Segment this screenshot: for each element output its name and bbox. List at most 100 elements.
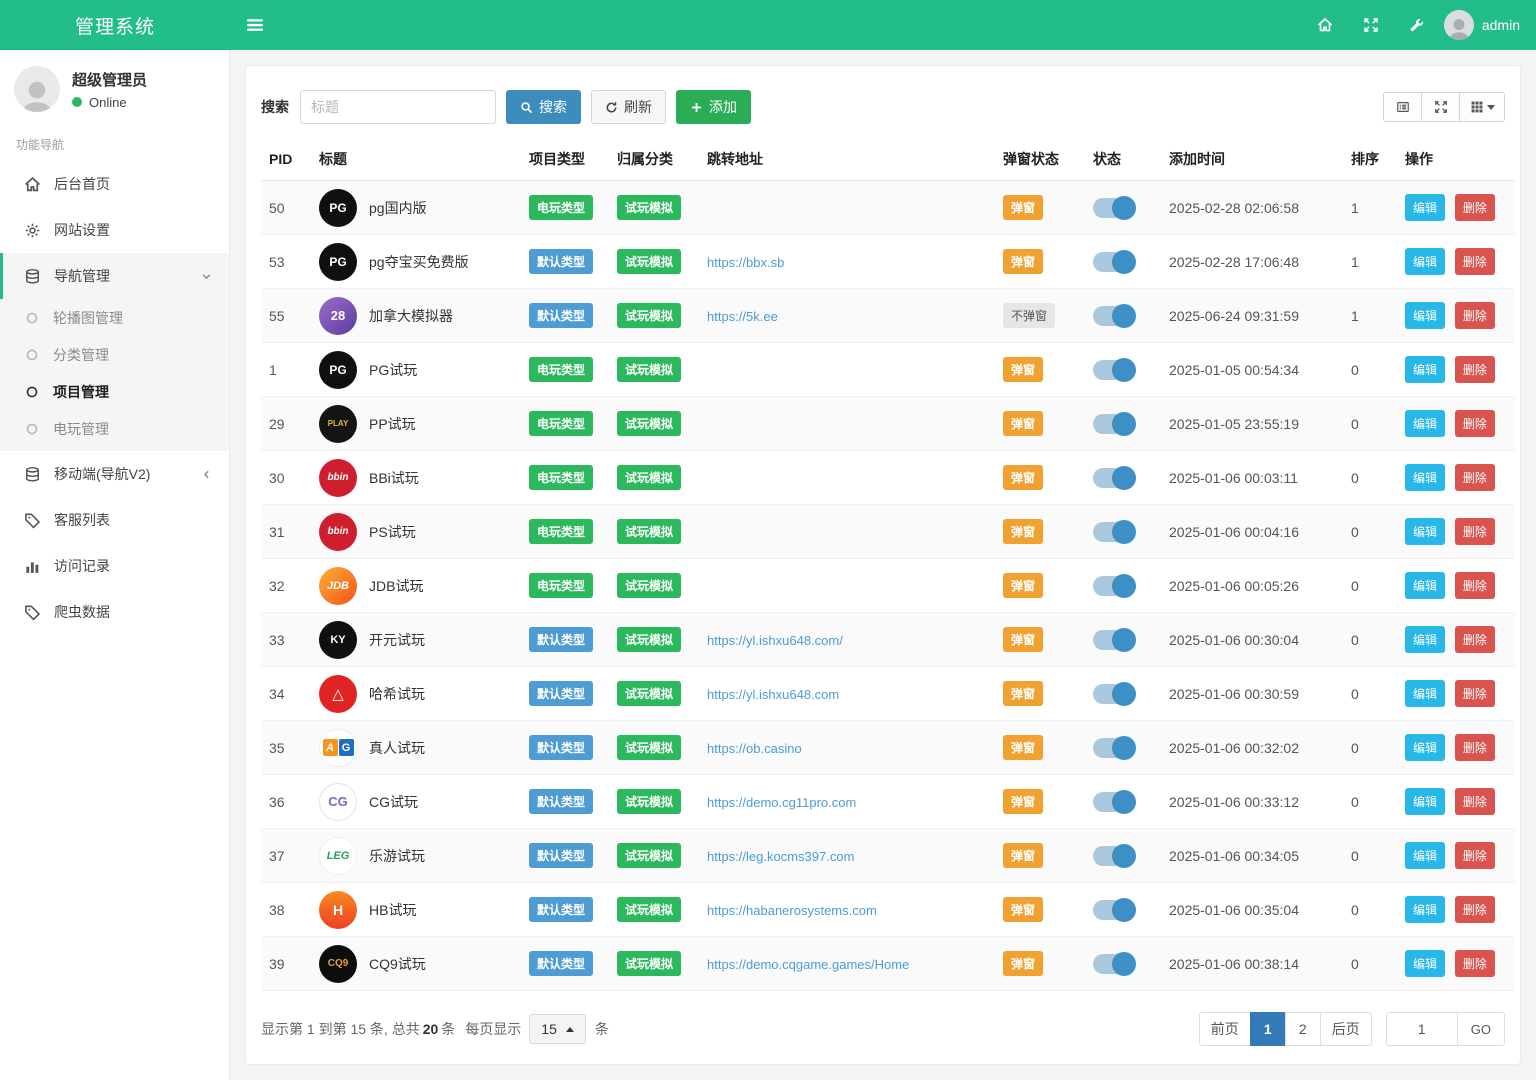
search-input[interactable]: [300, 90, 496, 124]
status-toggle[interactable]: [1093, 519, 1136, 544]
home-button[interactable]: [1302, 0, 1348, 50]
edit-button[interactable]: 编辑: [1405, 248, 1446, 275]
project-title: 哈希试玩: [369, 685, 425, 702]
status-toggle[interactable]: [1093, 465, 1136, 490]
page-number-button[interactable]: 1: [1249, 1012, 1286, 1046]
sidebar-item[interactable]: 客服列表: [0, 497, 229, 543]
created-time: 2025-01-05 23:55:19: [1161, 396, 1343, 451]
created-time: 2025-01-06 00:32:02: [1161, 720, 1343, 775]
search-button[interactable]: 搜索: [506, 90, 581, 124]
edit-button[interactable]: 编辑: [1405, 842, 1446, 869]
user-menu[interactable]: admin: [1443, 10, 1520, 40]
column-header: 跳转地址: [699, 140, 995, 181]
status-toggle[interactable]: [1093, 303, 1136, 328]
delete-button[interactable]: 删除: [1454, 788, 1495, 815]
sidebar-subitem[interactable]: 轮播图管理: [0, 299, 229, 336]
delete-button[interactable]: 删除: [1454, 248, 1495, 275]
sidebar-subitem[interactable]: 项目管理: [0, 373, 229, 410]
app-brand[interactable]: 管理系统: [74, 16, 155, 38]
jump-url-link[interactable]: https://habanerosystems.com: [707, 902, 877, 918]
delete-button[interactable]: 删除: [1454, 842, 1495, 869]
delete-button[interactable]: 删除: [1454, 518, 1495, 545]
jump-url-link[interactable]: https://demo.cg11pro.com: [707, 794, 857, 810]
jump-url-link[interactable]: https://yl.ishxu648.com: [707, 686, 840, 702]
edit-button[interactable]: 编辑: [1405, 788, 1446, 815]
category-badge: 试玩模拟: [617, 195, 682, 220]
status-toggle[interactable]: [1093, 897, 1136, 922]
status-toggle[interactable]: [1093, 249, 1136, 274]
expand-icon: [1434, 100, 1448, 114]
page-jump-input[interactable]: [1385, 1012, 1458, 1046]
delete-button[interactable]: 删除: [1454, 626, 1495, 653]
edit-button[interactable]: 编辑: [1405, 518, 1446, 545]
profile-status: Online: [72, 95, 147, 110]
sidebar-item[interactable]: 移动端(导航V2): [0, 451, 229, 497]
status-toggle[interactable]: [1093, 681, 1136, 706]
jump-url-link[interactable]: https://5k.ee: [707, 308, 778, 324]
status-toggle[interactable]: [1093, 789, 1136, 814]
edit-button[interactable]: 编辑: [1405, 626, 1446, 653]
tools-button[interactable]: [1394, 0, 1440, 50]
go-button[interactable]: GO: [1457, 1012, 1505, 1046]
edit-button[interactable]: 编辑: [1405, 356, 1446, 383]
sidebar-item[interactable]: 爬虫数据: [0, 589, 229, 635]
delete-button[interactable]: 删除: [1454, 410, 1495, 437]
page-number-button[interactable]: 2: [1284, 1012, 1321, 1046]
sidebar-item[interactable]: 网站设置: [0, 207, 229, 253]
jump-url-link[interactable]: https://leg.kocms397.com: [707, 848, 855, 864]
edit-button[interactable]: 编辑: [1405, 572, 1446, 599]
status-toggle[interactable]: [1093, 357, 1136, 382]
sort-value: 1: [1343, 180, 1397, 235]
toggle-knob: [1112, 519, 1136, 544]
status-toggle[interactable]: [1093, 195, 1136, 220]
jump-url-link[interactable]: https://bbx.sb: [707, 254, 785, 270]
delete-button[interactable]: 删除: [1454, 194, 1495, 221]
status-toggle[interactable]: [1093, 951, 1136, 976]
header-actions: admin: [1302, 0, 1536, 50]
jump-url-link[interactable]: https://yl.ishxu648.com/: [707, 632, 843, 648]
delete-button[interactable]: 删除: [1454, 572, 1495, 599]
status-toggle[interactable]: [1093, 627, 1136, 652]
status-toggle[interactable]: [1093, 573, 1136, 598]
sort-value: 0: [1343, 882, 1397, 937]
delete-button[interactable]: 删除: [1454, 734, 1495, 761]
status-toggle[interactable]: [1093, 411, 1136, 436]
columns-button[interactable]: [1459, 92, 1505, 122]
edit-button[interactable]: 编辑: [1405, 302, 1446, 329]
sidebar-item[interactable]: 访问记录: [0, 543, 229, 589]
sidebar-item[interactable]: 导航管理: [0, 253, 229, 299]
refresh-button[interactable]: 刷新: [591, 90, 666, 124]
circle-icon: [25, 385, 39, 399]
jump-url-link[interactable]: https://ob.casino: [707, 740, 802, 756]
next-page-button[interactable]: 后页: [1319, 1012, 1372, 1046]
table-fullscreen-button[interactable]: [1421, 92, 1460, 122]
delete-button[interactable]: 删除: [1454, 680, 1495, 707]
fullscreen-icon: [1363, 17, 1379, 33]
sidebar-subitem[interactable]: 电玩管理: [0, 410, 229, 447]
fullscreen-button[interactable]: [1348, 0, 1394, 50]
delete-button[interactable]: 删除: [1454, 356, 1495, 383]
status-toggle[interactable]: [1093, 735, 1136, 760]
delete-button[interactable]: 删除: [1454, 302, 1495, 329]
sidebar-toggle-button[interactable]: [230, 0, 280, 50]
sidebar-item[interactable]: 后台首页: [0, 161, 229, 207]
delete-button[interactable]: 删除: [1454, 950, 1495, 977]
prev-page-button[interactable]: 前页: [1198, 1012, 1251, 1046]
delete-button[interactable]: 删除: [1454, 464, 1495, 491]
edit-button[interactable]: 编辑: [1405, 896, 1446, 923]
status-toggle[interactable]: [1093, 843, 1136, 868]
edit-button[interactable]: 编辑: [1405, 194, 1446, 221]
edit-button[interactable]: 编辑: [1405, 410, 1446, 437]
delete-button[interactable]: 删除: [1454, 896, 1495, 923]
edit-button[interactable]: 编辑: [1405, 950, 1446, 977]
add-button[interactable]: 添加: [676, 90, 751, 124]
column-header: 排序: [1343, 140, 1397, 181]
edit-button[interactable]: 编辑: [1405, 464, 1446, 491]
jump-url-link[interactable]: https://demo.cqgame.games/Home: [707, 956, 910, 972]
edit-button[interactable]: 编辑: [1405, 734, 1446, 761]
category-badge: 试玩模拟: [617, 951, 682, 976]
edit-button[interactable]: 编辑: [1405, 680, 1446, 707]
page-size-select[interactable]: 15: [529, 1014, 586, 1044]
toggle-view-button[interactable]: [1383, 92, 1422, 122]
sidebar-subitem[interactable]: 分类管理: [0, 336, 229, 373]
